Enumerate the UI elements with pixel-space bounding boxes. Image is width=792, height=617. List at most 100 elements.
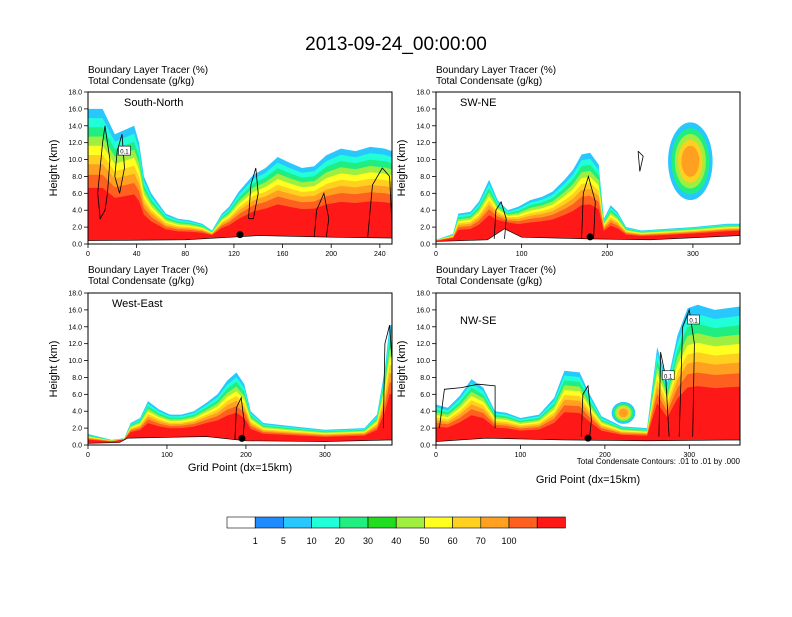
y-tick-label: 14.0 (416, 123, 430, 130)
x-tick-label: 200 (325, 251, 337, 258)
svg-text:0.1: 0.1 (664, 374, 673, 380)
x-tick-label: 40 (133, 251, 141, 258)
contour-note: Total Condensate Contours: .01 to .01 by… (577, 457, 741, 466)
colorbar-box (367, 516, 397, 529)
plot-frame (87, 292, 393, 446)
x-ticks: 0 100 200 300 (434, 244, 699, 258)
x-ticks: 0 100 200 300 (434, 445, 695, 459)
y-tick-label: 4.0 (420, 409, 430, 416)
y-tick-label: 10.0 (68, 157, 82, 164)
y-tick-label: 2.0 (72, 225, 82, 232)
panel-nw-se: Boundary Layer Tracer (%) Total Condensa… (396, 265, 741, 486)
plot-frame (435, 292, 741, 446)
colorbar-labels: 1 5 10 20 30 40 50 60 70 100 (253, 536, 517, 546)
panel-label: West-East (112, 298, 163, 310)
plot-frame (87, 91, 393, 245)
x-tick-label: 300 (319, 452, 331, 459)
panel-sw-ne: Boundary Layer Tracer (%) Total Condensa… (396, 65, 741, 258)
condensate-contour (313, 191, 330, 238)
colorbar-label: 1 (253, 536, 258, 546)
y-tick-label: 16.0 (416, 106, 430, 113)
svg-text:0.1: 0.1 (120, 150, 129, 156)
y-tick-label: 0.0 (72, 242, 82, 249)
contour-label: 0.1 (661, 370, 675, 380)
condensate-contour (97, 125, 111, 220)
terrain (436, 228, 740, 244)
y-tick-label: 10.0 (68, 358, 82, 365)
x-tick-label: 100 (516, 251, 528, 258)
y-tick-label: 4.0 (420, 208, 430, 215)
y-tick-label: 14.0 (68, 123, 82, 130)
y-tick-label: 8.0 (420, 375, 430, 382)
y-tick-label: 6.0 (420, 191, 430, 198)
y-tick-label: 16.0 (68, 307, 82, 314)
x-tick-label: 0 (434, 251, 438, 258)
tracer-band (436, 386, 740, 442)
y-tick-label: 4.0 (72, 208, 82, 215)
colorbar-box (339, 516, 369, 529)
panel-west-east: Boundary Layer Tracer (%) Total Condensa… (48, 265, 393, 474)
y-ticks: 0.0 2.0 4.0 6.0 8.0 10.0 12.0 14.0 16.0 18.0 (416, 90, 436, 249)
colorbar: 1 5 10 20 30 40 50 60 70 100 (226, 516, 566, 546)
y-tick-label: 0.0 (420, 242, 430, 249)
condensate-contour (234, 396, 245, 440)
colorbar-label: 40 (391, 536, 401, 546)
x-ticks: 0 40 80 120 160 200 240 (86, 244, 386, 258)
terrain (88, 235, 392, 244)
y-axis-label: Height (km) (48, 140, 60, 197)
x-tick-label: 200 (599, 452, 611, 459)
colorbar-box (395, 516, 425, 529)
x-tick-label: 80 (181, 251, 189, 258)
condensate-contour (382, 325, 392, 429)
y-tick-label: 2.0 (72, 426, 82, 433)
x-tick-label: 160 (277, 251, 289, 258)
tracer-band (88, 394, 392, 444)
colorbar-box (508, 516, 538, 529)
plot-area: 0.1 0.1 (436, 304, 740, 445)
condensate-contour (637, 150, 644, 172)
y-tick-label: 10.0 (416, 157, 430, 164)
x-tick-label: 0 (86, 251, 90, 258)
y-tick-label: 14.0 (68, 324, 82, 331)
condensate-contour (580, 384, 592, 437)
y-tick-label: 12.0 (416, 341, 430, 348)
colorbar-label: 100 (501, 536, 516, 546)
x-tick-label: 100 (515, 452, 527, 459)
contour-label: 0.1 (118, 145, 131, 156)
colorbar-label: 70 (476, 536, 486, 546)
y-tick-label: 0.0 (72, 443, 82, 450)
x-ticks: 0 100 200 300 (86, 445, 331, 459)
y-tick-label: 18.0 (416, 291, 430, 298)
colorbar-label: 5 (281, 536, 286, 546)
x-tick-label: 300 (683, 452, 695, 459)
x-tick-label: 200 (240, 452, 252, 459)
x-tick-label: 240 (374, 251, 386, 258)
y-tick-label: 6.0 (72, 191, 82, 198)
colorbar-box (424, 516, 453, 529)
x-tick-label: 300 (687, 251, 699, 258)
colorbar-label: 20 (335, 536, 345, 546)
y-ticks: 0.0 2.0 4.0 6.0 8.0 10.0 12.0 14.0 16.0 18.0 (68, 291, 88, 450)
condensate-contour (678, 308, 695, 437)
x-tick-label: 0 (86, 452, 90, 459)
condensate-contour (248, 167, 259, 220)
y-tick-label: 12.0 (68, 341, 82, 348)
x-tick-label: 120 (228, 251, 240, 258)
panel-title-line1: Boundary Layer Tracer (%) (436, 65, 556, 76)
y-tick-label: 2.0 (420, 225, 430, 232)
y-ticks: 0.0 2.0 4.0 6.0 8.0 10.0 12.0 14.0 16.0 18.0 (416, 291, 436, 450)
panel-label: SW-NE (460, 97, 496, 109)
panel-title-line2: Total Condensate (g/kg) (436, 76, 542, 87)
colorbar-label: 50 (419, 536, 429, 546)
y-axis-label: Height (km) (48, 341, 60, 398)
location-marker (238, 434, 246, 442)
location-marker (236, 231, 244, 239)
panel-title-line2: Total Condensate (g/kg) (88, 76, 194, 87)
y-ticks: 0.0 2.0 4.0 6.0 8.0 10.0 12.0 14.0 16.0 18.0 (68, 90, 88, 249)
y-axis-label: Height (km) (396, 140, 408, 197)
x-tick-label: 0 (434, 452, 438, 459)
y-tick-label: 16.0 (416, 307, 430, 314)
colorbar-box (480, 516, 510, 529)
y-tick-label: 16.0 (68, 106, 82, 113)
